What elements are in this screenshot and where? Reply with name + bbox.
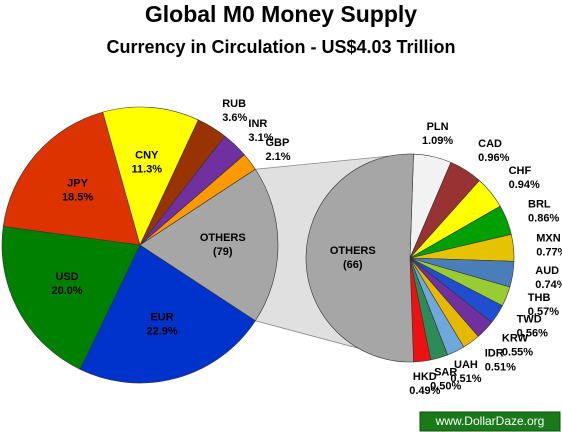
watermark-box (419, 411, 561, 432)
watermark: www.DollarDaze.org (435, 414, 545, 428)
slice-label: EUR (150, 312, 173, 324)
chart-title: Global M0 Money Supply (145, 1, 417, 27)
pie-slice (305, 153, 414, 363)
pie-slice (102, 106, 199, 246)
slice-label: JPY (67, 178, 88, 190)
slice-label: MXN (536, 232, 561, 244)
slice-label: KRW (502, 332, 529, 344)
pie-slice (1, 226, 141, 370)
slice-value-label: (79) (213, 246, 233, 258)
pie-slice (139, 168, 279, 322)
slice-label: AUD (535, 265, 559, 277)
slice-value-label: 0.74% (535, 279, 562, 291)
slice-label: UAH (454, 359, 478, 371)
slice-value-label: 0.56% (517, 328, 548, 340)
chart-subtitle: Currency in Circulation - US$4.03 Trilli… (106, 37, 455, 57)
slice-label: CAD (478, 138, 502, 150)
pie-slice (2, 111, 141, 246)
slice-label: HKD (413, 371, 437, 383)
slice-value-label: 0.51% (485, 361, 516, 373)
slice-value-label: 1.09% (422, 135, 453, 147)
slice-label: IDR (485, 347, 504, 359)
pies-layer: EUR22.9%USD20.0%JPY18.5%CNY11.3%RUB3.6%I… (1, 98, 562, 397)
pie-slice (79, 244, 256, 384)
slice-label: RUB (222, 98, 246, 110)
slice-label: PLN (427, 121, 449, 133)
slice-value-label: 0.96% (478, 152, 509, 164)
slice-label: GBP (266, 137, 290, 149)
slice-label: INR (248, 118, 267, 130)
slice-value-label: 0.77% (536, 246, 562, 258)
slice-value-label: 0.55% (502, 346, 533, 358)
slice-value-label: 0.57% (528, 306, 559, 318)
slice-label: CHF (509, 165, 532, 177)
slice-value-label: 20.0% (51, 285, 82, 297)
slice-label: OTHERS (330, 245, 376, 257)
slice-value-label: 0.51% (450, 373, 481, 385)
slice-value-label: 0.50% (430, 381, 461, 393)
slice-value-label: 11.3% (131, 163, 162, 175)
slice-label: SAR (434, 367, 457, 379)
slice-value-label: 22.9% (146, 326, 177, 338)
slice-label: USD (55, 271, 78, 283)
slice-value-label: (66) (343, 259, 363, 271)
slice-value-label: 18.5% (62, 192, 93, 204)
slice-value-label: 0.86% (528, 212, 559, 224)
slice-value-label: 3.1% (248, 132, 273, 144)
slice-label: CNY (135, 149, 159, 161)
slice-label: THB (528, 292, 551, 304)
slice-value-label: 2.1% (266, 151, 291, 163)
slice-value-label: 0.94% (509, 179, 540, 191)
slice-value-label: 0.49% (409, 385, 440, 397)
slice-label: OTHERS (200, 232, 246, 244)
slice-label: TWD (517, 314, 542, 326)
slice-label: BRL (528, 198, 551, 210)
slice-value-label: 3.6% (222, 112, 247, 124)
